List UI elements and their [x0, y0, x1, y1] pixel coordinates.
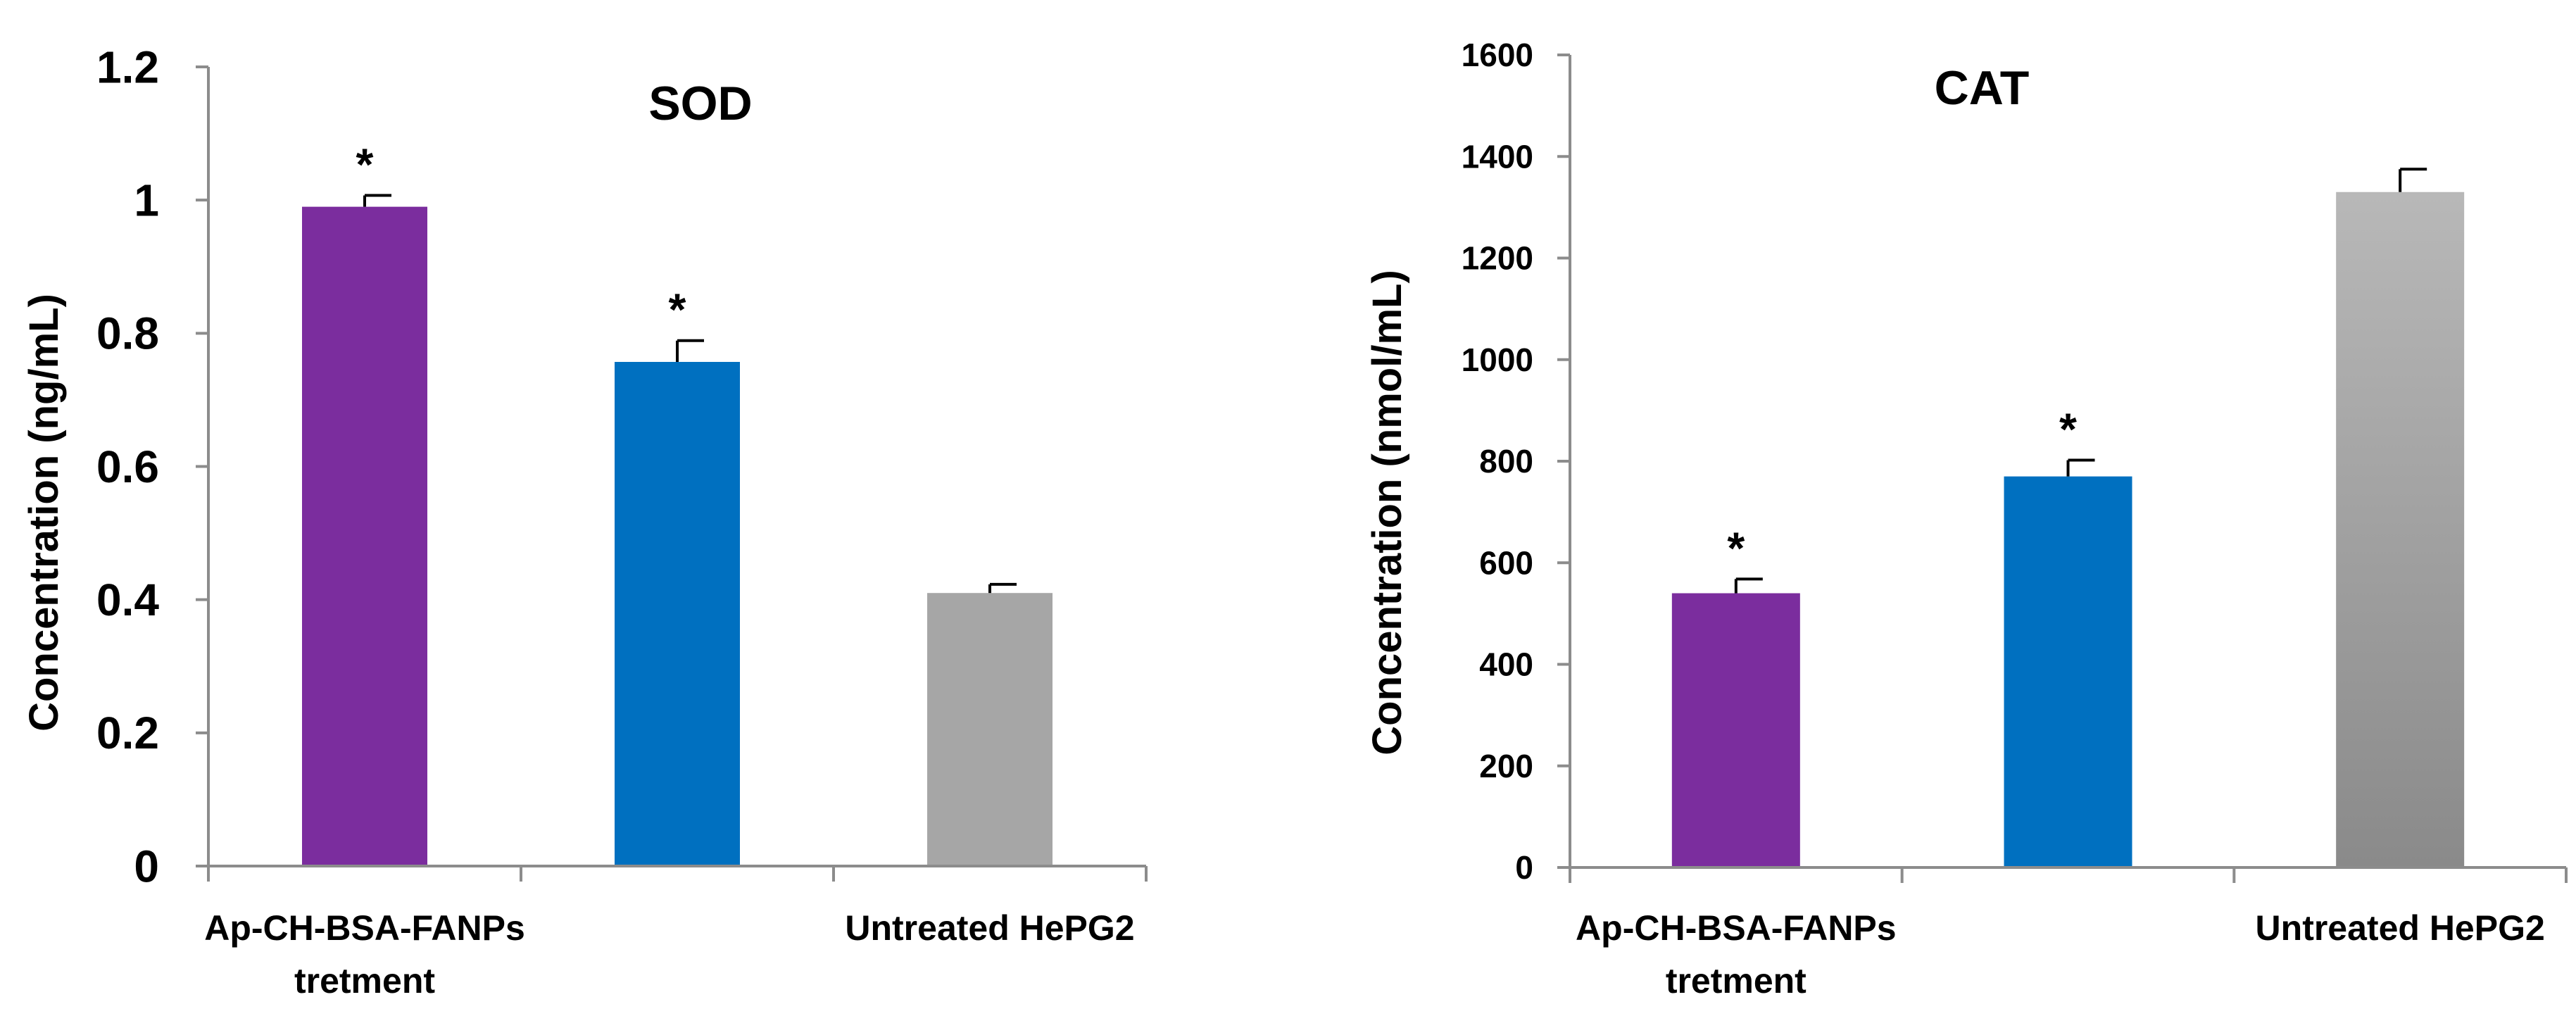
bar	[2004, 476, 2132, 867]
x-category-label: Ap-CH-BSA-FANPs	[204, 908, 525, 948]
x-category-label: Untreated HePG2	[2256, 908, 2545, 948]
y-tick-label: 1200	[1462, 240, 1533, 277]
y-tick-label: 1000	[1462, 341, 1533, 378]
x-category-label: Ap-CH-BSA-FANPs	[1576, 908, 1897, 948]
significance-marker: *	[1727, 522, 1745, 573]
sod-chart: SOD Concentration (ng/mL) 0 0.2 0.4 0.6 0.8 1…	[21, 42, 1148, 1001]
y-tick-label: 400	[1479, 646, 1533, 683]
bar	[2336, 192, 2465, 867]
significance-marker: *	[2059, 404, 2077, 455]
y-tick-label: 0	[134, 841, 159, 891]
y-tick-label: 1	[134, 175, 159, 226]
x-category-label: tretment	[294, 961, 435, 1001]
chart-title: SOD	[648, 77, 752, 130]
y-tick-label: 0	[1515, 849, 1533, 886]
bar	[1671, 593, 1800, 867]
bar	[615, 362, 740, 866]
significance-marker: *	[356, 139, 374, 190]
y-tick-label: 1.2	[96, 42, 159, 92]
y-axis-label: Concentration (nmol/mL)	[1364, 270, 1410, 756]
y-tick-label: 1600	[1462, 37, 1533, 73]
y-tick-label: 1400	[1462, 138, 1533, 175]
y-axis-label: Concentration (ng/mL)	[21, 294, 67, 732]
y-tick-label: 0.4	[96, 575, 159, 625]
bar	[927, 593, 1053, 866]
y-tick-label: 0.2	[96, 708, 159, 758]
bar	[302, 206, 427, 866]
y-tick-label: 800	[1479, 443, 1533, 479]
x-category-label: tretment	[1666, 961, 1807, 1001]
y-tick-label: 600	[1479, 544, 1533, 581]
y-tick-label: 200	[1479, 748, 1533, 784]
y-tick-label: 0.6	[96, 441, 159, 492]
cat-chart: CAT Concentration (nmol/mL) 0 200 400 600 80…	[1364, 37, 2568, 1001]
x-category-label: Untreated HePG2	[845, 908, 1134, 948]
y-tick-label: 0.8	[96, 308, 159, 359]
significance-marker: *	[669, 284, 686, 335]
chart-title: CAT	[1935, 61, 2030, 115]
